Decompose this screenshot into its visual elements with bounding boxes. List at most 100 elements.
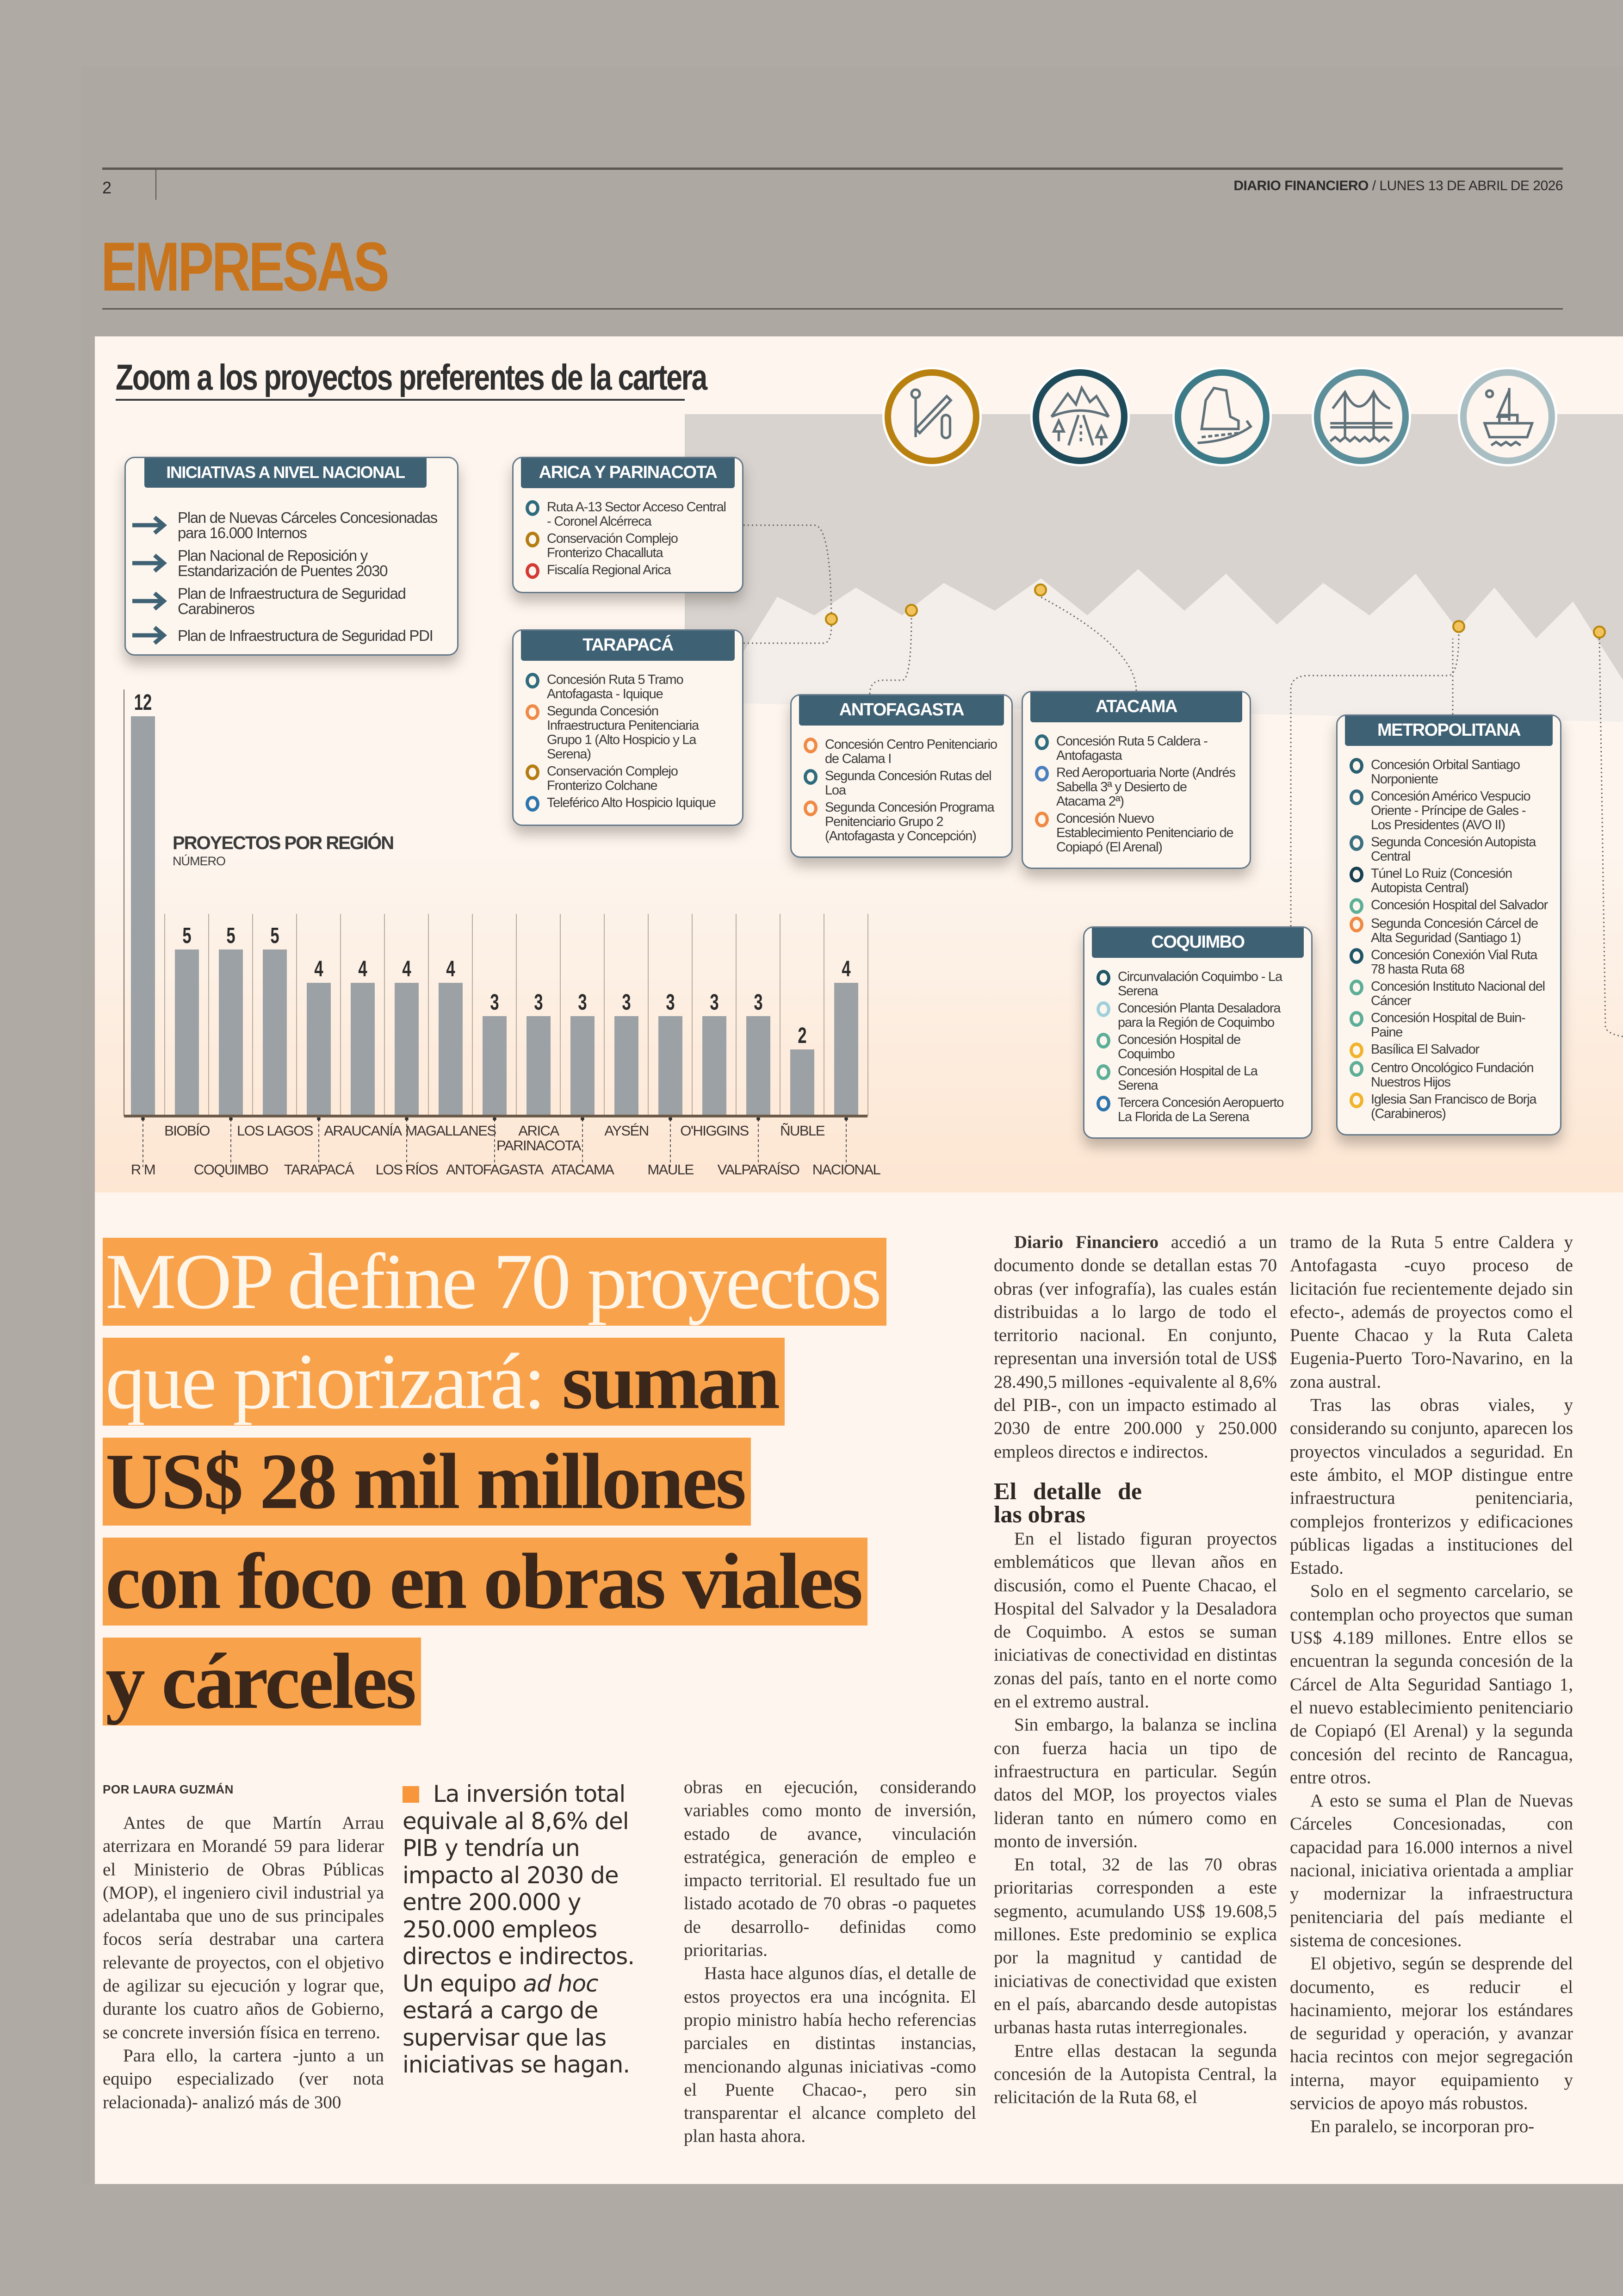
bar-r-m <box>131 716 155 1116</box>
chart-subtitle: NÚMERO <box>173 854 226 868</box>
header-divider <box>155 168 156 200</box>
bar-atacama <box>570 1016 595 1116</box>
paragraph: tramo de la Ruta 5 entre Caldera y Antof… <box>1290 1232 1573 1392</box>
category-label: MAGALLANES <box>405 1123 496 1139</box>
project-name: Tercera Concesión Aeropuerto La Florida … <box>1118 1095 1284 1124</box>
bar-los-lagos <box>263 949 287 1116</box>
project-name: Concesión Ruta 5 Caldera - Antofagasta <box>1056 734 1208 763</box>
project-name: Concesión Hospital del Salvador <box>1371 898 1548 912</box>
bar-value-label: 3 <box>578 989 587 1014</box>
project-category-ring-icon <box>526 673 539 689</box>
lead-paragraph: Diario Financiero accedió a un documento… <box>994 1231 1277 1464</box>
national-item-label: Plan de Infraestructura de Seguridad PDI <box>178 627 434 644</box>
subheading: El detalle de las obras <box>994 1478 1142 1528</box>
paragraph: Tras las obras viales, y considerando su… <box>1290 1395 1573 1578</box>
project-item: Segunda Concesión Rutas del Loa <box>804 769 999 798</box>
project-item: Concesión Hospital de Coquimbo <box>1096 1033 1299 1061</box>
border-crossing-icon <box>885 369 979 464</box>
bar-valpara-so <box>746 1016 770 1116</box>
connector-lines <box>743 524 1623 1037</box>
category-label: LOS RÍOS <box>376 1161 438 1178</box>
leader-dot <box>756 1117 760 1121</box>
project-name: Concesión Conexión Vial Ruta 78 hasta Ru… <box>1371 948 1537 977</box>
project-category-ring-icon <box>1350 898 1363 914</box>
bar-value-label: 4 <box>314 956 323 981</box>
bar-coquimbo <box>219 949 243 1116</box>
project-category-ring-icon <box>1035 734 1049 750</box>
quote-bullet-icon <box>403 1786 419 1803</box>
arrow-right-icon <box>132 626 167 645</box>
region-box-arica: ARICA Y PARINACOTA Ruta A-13 Sector Acces… <box>512 457 743 593</box>
project-name: Centro Oncológico Fundación Nuestros Hij… <box>1371 1061 1534 1090</box>
category-label: AYSÉN <box>604 1123 648 1139</box>
national-initiatives-box: INICIATIVAS A NIVEL NACIONAL Plan de Nue… <box>124 457 458 656</box>
project-category-ring-icon <box>804 769 818 785</box>
bar-value-label: 4 <box>446 956 455 981</box>
national-item-label: Plan Nacional de Reposición y Estandariz… <box>178 547 388 579</box>
category-label: ANTOFAGASTA <box>446 1161 544 1178</box>
paragraph: Para ello, la cartera -junto a un equipo… <box>103 2045 384 2112</box>
project-name: Segunda Concesión Rutas del Loa <box>825 769 992 798</box>
project-item: Conservación Complejo Fronterizo Chacall… <box>526 532 730 560</box>
bar--uble <box>790 1049 814 1116</box>
bar-ays-n <box>614 1016 638 1116</box>
chart-title: PROYECTOS POR REGIÓN <box>173 833 394 853</box>
category-label: MAULE <box>647 1161 694 1178</box>
project-item: Fiscalía Regional Arica <box>526 563 730 579</box>
region-title: ATACAMA <box>1030 692 1242 722</box>
lead-text: accedió a un documento donde se detallan… <box>994 1232 1277 1462</box>
leader-dot <box>229 1117 233 1121</box>
bridge-icon <box>1314 369 1409 464</box>
infographic-title: Zoom a los proyectos preferentes de la c… <box>116 357 707 397</box>
article-column-3: Diario Financiero accedió a un documento… <box>994 1231 1277 2109</box>
region-title: TARAPACÁ <box>521 631 735 661</box>
bar-nacional <box>834 983 858 1116</box>
headline: MOP define 70 proyectos que priorizará: … <box>103 1232 886 1731</box>
bar-o-higgins <box>702 1016 726 1116</box>
region-title: METROPOLITANA <box>1345 716 1553 746</box>
paragraph: Solo en el segmento carcelario, se conte… <box>1290 1581 1573 1787</box>
project-name: Túnel Lo Ruiz (Concesión Autopista Centr… <box>1371 866 1512 895</box>
project-category-ring-icon <box>1350 835 1363 851</box>
project-item: Iglesia San Francisco de Borja (Carabine… <box>1350 1092 1548 1121</box>
national-item: Plan de Infraestructura de Seguridad Car… <box>132 586 445 616</box>
project-name: Segunda Concesión Cárcel de Alta Segurid… <box>1371 916 1538 945</box>
category-label: ÑUBLE <box>780 1123 825 1139</box>
project-item: Concesión Planta Desaladora para la Regi… <box>1096 1001 1299 1030</box>
bar-araucan-a <box>351 983 375 1116</box>
bar-value-label: 5 <box>270 923 279 948</box>
date-text: / LUNES 13 DE ABRIL DE 2026 <box>1368 178 1563 193</box>
project-item: Concesión Instituto Nacional del Cáncer <box>1350 980 1548 1008</box>
bar-value-label: 4 <box>358 956 367 981</box>
project-item: Conservación Complejo Fronterizo Colchan… <box>526 764 730 793</box>
section-rule <box>102 308 1563 310</box>
project-name: Iglesia San Francisco de Borja (Carabine… <box>1371 1092 1537 1121</box>
project-item: Centro Oncológico Fundación Nuestros Hij… <box>1350 1061 1548 1090</box>
project-category-ring-icon <box>1096 970 1110 986</box>
project-category-ring-icon <box>1350 1092 1363 1108</box>
project-category-ring-icon <box>1350 867 1363 882</box>
project-name: Conservación Complejo Fronterizo Colchan… <box>547 764 678 793</box>
paragraph: El objetivo, según se desprende del docu… <box>1290 1954 1573 2113</box>
paragraph: En el listado figuran proyectos emblemát… <box>994 1528 1277 1712</box>
bar-value-label: 3 <box>490 989 499 1014</box>
project-name: Concesión Orbital Santiago Norponiente <box>1371 757 1520 787</box>
boat-icon <box>1460 369 1555 464</box>
project-category-ring-icon <box>1096 1096 1110 1111</box>
project-category-ring-icon <box>1350 758 1363 774</box>
project-name: Concesión Hospital de Buin-Paine <box>1371 1011 1526 1040</box>
paragraph: Antes de que Martín Arrau aterrizara en … <box>103 1813 384 2042</box>
paragraph: Hasta hace algunos días, el detalle de e… <box>684 1963 976 2147</box>
project-category-ring-icon <box>1350 1043 1363 1058</box>
project-category-ring-icon <box>1350 1061 1363 1077</box>
leader-dot <box>493 1117 496 1121</box>
title-underline <box>116 399 685 401</box>
project-item: Túnel Lo Ruiz (Concesión Autopista Centr… <box>1350 867 1548 895</box>
project-item: Concesión Ruta 5 Caldera - Antofagasta <box>1035 734 1238 763</box>
project-item: Basílica El Salvador <box>1350 1043 1548 1058</box>
project-item: Teleférico Alto Hospicio Iquique <box>526 796 730 812</box>
project-item: Segunda Concesión Infraestructura Penite… <box>526 704 730 762</box>
category-label: R M <box>131 1161 155 1178</box>
arrow-right-icon <box>132 515 167 535</box>
project-item: Red Aeroportuaria Norte (Andrés Sabella … <box>1035 766 1238 809</box>
